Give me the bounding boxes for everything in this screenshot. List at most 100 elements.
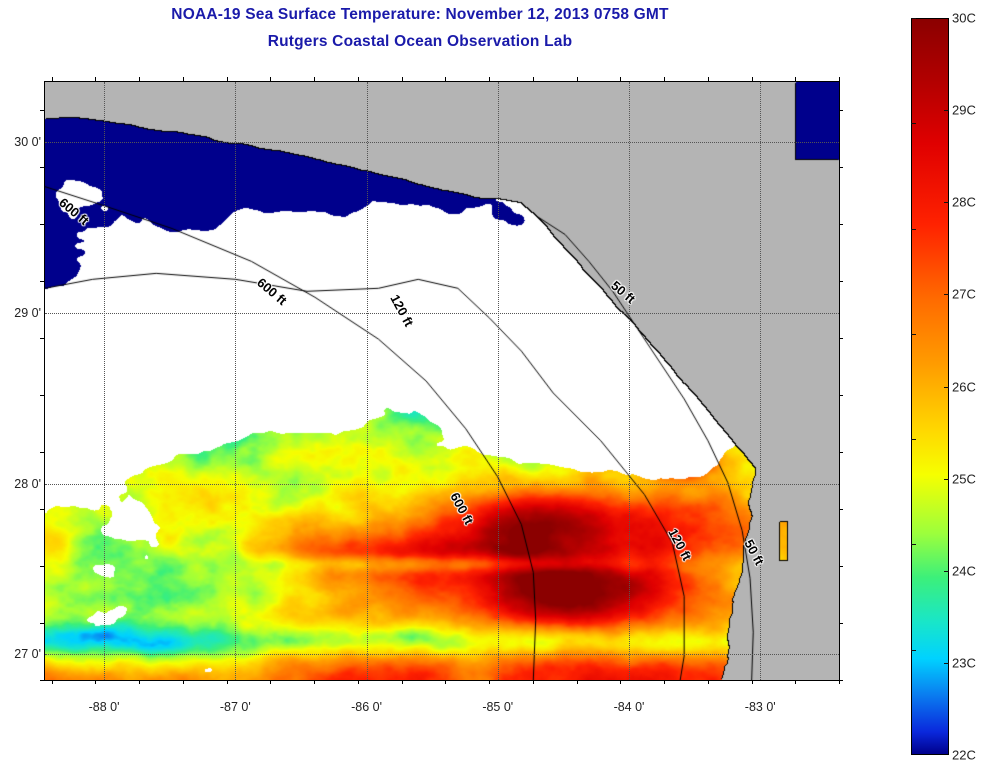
axis-tick [839,509,843,511]
longitude-tick-label: -83 0' [744,700,776,714]
axis-tick [839,167,843,169]
axis-tick [839,395,843,397]
latitude-tick-label: 29 0' [14,305,41,320]
axis-tick [707,680,709,684]
axis-tick [357,680,359,684]
axis-tick [620,680,622,684]
colorbar-tick-celsius [944,662,949,664]
graticule-meridian [366,82,368,680]
axis-tick [270,680,272,684]
graticule-meridian [760,82,762,680]
axis-tick [532,77,534,81]
axis-tick [664,77,665,81]
axis-tick [795,680,797,684]
longitude-tick-label: -88 0' [88,700,120,714]
axis-tick [532,680,534,684]
colorbar-label-celsius: 27C [952,286,976,302]
axis-tick [357,77,359,81]
colorbar-tick-fahrenheit [911,544,916,546]
axis-tick [95,680,97,684]
graticule-meridian [235,82,237,680]
axis-tick [839,566,843,568]
colorbar-label-celsius: 25C [952,471,976,487]
axis-tick [40,395,44,397]
axis-tick [40,623,44,625]
colorbar-label-celsius: 24C [952,563,976,579]
axis-tick [40,680,44,681]
axis-tick [839,338,843,340]
axis-tick [226,680,228,684]
axis-tick [139,680,141,684]
colorbar-tick-fahrenheit [911,123,916,125]
axis-tick [40,224,44,226]
axis-tick [839,224,843,226]
axis-tick [51,77,53,81]
axis-tick [51,680,53,684]
axis-tick [839,623,843,625]
graticule-parallel [45,141,839,143]
axis-tick [839,77,840,81]
latitude-tick-label: 30 0' [14,134,41,149]
axis-tick [40,452,44,454]
axis-tick [40,167,44,169]
axis-tick [40,110,44,112]
graticule-parallel [45,312,839,314]
axis-tick [489,77,491,81]
axis-tick [839,452,843,454]
axis-tick [445,680,447,684]
colorbar-tick-celsius [944,110,949,112]
colorbar-tick-celsius [944,570,949,572]
sst-raster [45,82,839,680]
axis-tick [751,680,753,684]
colorbar-gradient [912,19,948,754]
temperature-colorbar[interactable] [911,18,949,755]
longitude-tick-label: -85 0' [482,700,514,714]
axis-tick [182,77,184,81]
axis-tick [40,338,44,340]
axis-tick [314,680,316,684]
page-title: NOAA-19 Sea Surface Temperature: Novembe… [171,6,669,23]
axis-tick [401,680,403,684]
page-subtitle: Rutgers Coastal Ocean Observation Lab [267,33,573,50]
graticule-parallel [45,483,839,485]
axis-tick [40,281,44,283]
axis-tick [839,281,843,283]
sst-map-panel[interactable]: 600 ft 600 ft 120 ft 50 ft 600 ft 120 ft 50 ft [44,81,840,681]
latitude-tick-label: 27 0' [14,647,41,662]
colorbar-tick-fahrenheit [911,439,916,441]
graticule-meridian [497,82,499,680]
axis-tick [795,77,797,81]
axis-tick [445,77,447,81]
axis-tick [620,77,622,81]
axis-tick [314,77,316,81]
colorbar-label-celsius: 23C [952,655,976,671]
colorbar-tick-celsius [944,294,949,296]
colorbar-tick-fahrenheit [911,228,916,230]
colorbar-label-celsius: 26C [952,379,976,394]
graticule-parallel [45,654,839,656]
colorbar-tick-fahrenheit [911,649,916,651]
colorbar-tick-celsius [944,478,949,480]
axis-tick [839,110,843,112]
axis-tick [751,77,753,81]
graticule-meridian [629,82,630,680]
colorbar-label-celsius: 28C [952,194,976,210]
longitude-tick-label: -86 0' [351,700,382,714]
axis-tick [139,77,141,81]
axis-tick [401,77,403,81]
axis-tick [839,680,840,684]
colorbar-tick-celsius [944,202,949,204]
graticule-meridian [104,82,106,680]
colorbar-tick-fahrenheit [911,18,916,19]
longitude-tick-label: -87 0' [219,700,251,714]
latitude-tick-label: 28 0' [14,476,41,491]
colorbar-label-celsius: 29C [952,102,976,118]
axis-tick [270,77,272,81]
axis-tick [226,77,228,81]
axis-tick [40,509,44,511]
longitude-tick-label: -84 0' [613,700,645,714]
axis-tick [40,566,44,568]
axis-tick [576,680,578,684]
axis-tick [664,680,665,684]
colorbar-label-celsius: 22C [952,747,976,763]
